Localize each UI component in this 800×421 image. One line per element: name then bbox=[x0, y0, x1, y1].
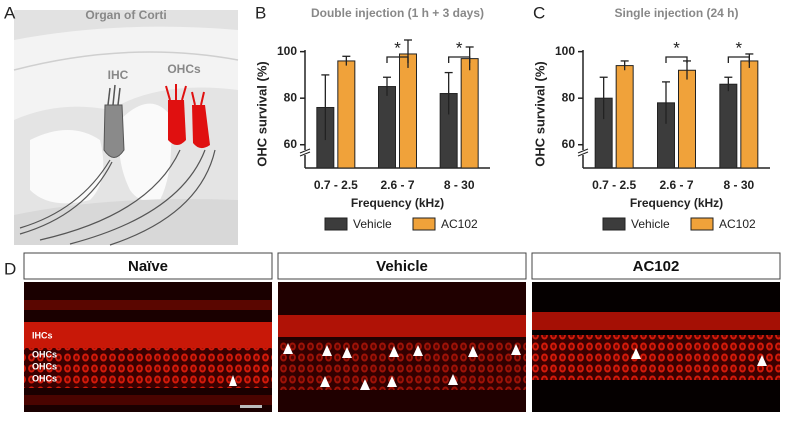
significance-star: * bbox=[673, 38, 680, 57]
y-tick-label: 80 bbox=[562, 90, 576, 104]
x-tick-label: 8 - 30 bbox=[723, 178, 754, 192]
significance-star: * bbox=[394, 38, 401, 57]
axis-break bbox=[577, 151, 589, 157]
image-label: OHCs bbox=[32, 349, 57, 359]
bar bbox=[378, 86, 396, 169]
axis-break bbox=[300, 150, 310, 155]
legend-label: AC102 bbox=[441, 217, 478, 231]
bar bbox=[719, 83, 738, 169]
diagram-label: OHCs bbox=[167, 62, 201, 76]
panel-letter: C bbox=[533, 3, 545, 22]
legend-label: Vehicle bbox=[631, 217, 670, 231]
axis-break bbox=[299, 151, 311, 157]
axis-break bbox=[578, 150, 588, 155]
legend-swatch bbox=[690, 217, 714, 231]
significance-star: * bbox=[736, 38, 743, 57]
image-label: OHCs bbox=[32, 361, 57, 371]
diagram-label: IHC bbox=[108, 68, 129, 82]
legend-label: Vehicle bbox=[353, 217, 392, 231]
significance-bracket bbox=[665, 56, 688, 63]
y-axis-label: OHC survival (%) bbox=[532, 61, 547, 166]
x-tick-label: 0.7 - 2.5 bbox=[592, 178, 636, 192]
image-title: Vehicle bbox=[376, 258, 428, 275]
y-axis-label: OHC survival (%) bbox=[254, 61, 269, 166]
significance-bracket bbox=[386, 56, 409, 63]
panel-letter: A bbox=[4, 3, 16, 22]
x-axis-label: Frequency (kHz) bbox=[351, 196, 444, 210]
chart-title: Double injection (1 h + 3 days) bbox=[311, 6, 484, 20]
bar bbox=[740, 60, 759, 169]
bar bbox=[337, 60, 356, 169]
axis-break bbox=[299, 148, 311, 154]
chart-title: Single injection (24 h) bbox=[614, 6, 738, 20]
illustration bbox=[13, 10, 239, 246]
image-label: OHCs bbox=[32, 373, 57, 383]
y-tick-label: 100 bbox=[277, 44, 297, 58]
legend-swatch bbox=[602, 217, 626, 231]
y-tick-label: 80 bbox=[284, 90, 298, 104]
micrographs bbox=[23, 252, 781, 412]
x-tick-label: 0.7 - 2.5 bbox=[314, 178, 358, 192]
x-tick-label: 2.6 - 7 bbox=[380, 178, 414, 192]
x-tick-label: 2.6 - 7 bbox=[659, 178, 693, 192]
x-axis-label: Frequency (kHz) bbox=[630, 196, 723, 210]
significance-bracket bbox=[448, 56, 471, 63]
y-tick-label: 100 bbox=[555, 44, 575, 58]
panel-letter: D bbox=[4, 259, 16, 278]
bar bbox=[678, 69, 696, 169]
legend-label: AC102 bbox=[719, 217, 756, 231]
y-tick-label: 60 bbox=[562, 137, 576, 151]
diagram-title: Organ of Corti bbox=[85, 8, 166, 22]
image-title: Naïve bbox=[128, 258, 168, 275]
bar bbox=[460, 58, 479, 169]
legend-swatch bbox=[412, 217, 436, 231]
y-tick-label: 60 bbox=[284, 137, 298, 151]
bar bbox=[615, 65, 634, 169]
significance-bracket bbox=[727, 56, 750, 63]
panel-letter: B bbox=[255, 3, 266, 22]
axis-break bbox=[577, 148, 589, 154]
significance-star: * bbox=[456, 38, 463, 57]
legend-swatch bbox=[324, 217, 348, 231]
bar bbox=[399, 53, 417, 169]
image-title: AC102 bbox=[633, 258, 680, 275]
x-tick-label: 8 - 30 bbox=[444, 178, 475, 192]
image-label: IHCs bbox=[32, 330, 53, 340]
